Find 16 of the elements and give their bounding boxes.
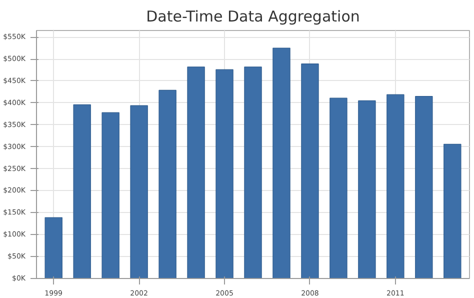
chart-title: Date-Time Data Aggregation [146,8,360,26]
bar [158,90,176,278]
bar [244,66,262,278]
bar [301,64,319,278]
bar [415,96,433,278]
bar [73,104,91,278]
bar [358,100,376,278]
bar [102,112,120,278]
bar [44,217,62,278]
bar [216,69,234,278]
bar [272,48,290,278]
bar [330,98,348,278]
bar [130,105,148,278]
bar [386,94,404,278]
bar [444,144,462,278]
bar [187,66,205,278]
